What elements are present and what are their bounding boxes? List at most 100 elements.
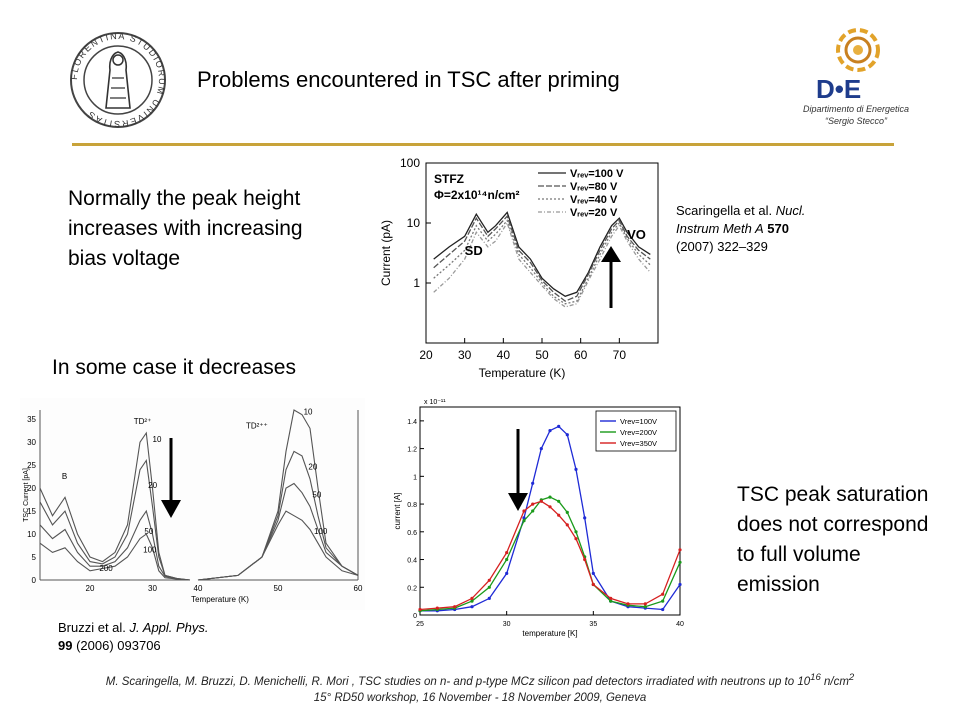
y-tick-label: 1.2 <box>407 447 417 454</box>
data-point <box>522 519 526 523</box>
annotation-right-20: 20 <box>308 463 317 472</box>
data-point <box>531 509 535 513</box>
y-tick-label: 0.8 <box>407 502 417 509</box>
annotation-left-50: 50 <box>144 527 153 536</box>
x-tick-label: 70 <box>613 348 627 362</box>
series-line <box>39 459 191 581</box>
x-tick-label: 30 <box>458 348 472 362</box>
data-point <box>539 499 543 503</box>
sun-spiral-icon <box>836 28 880 72</box>
chart-mcz-tsc: 0 0.2 0.4 0.6 0.8 1 1.2 1.4 25 30 35 40 x 10⁻¹¹ tempe… <box>393 399 684 638</box>
x-tick-label: 30 <box>148 584 157 593</box>
data-point <box>583 557 587 562</box>
data-point <box>574 467 578 471</box>
data-point <box>557 513 561 517</box>
y-exponent: x 10⁻¹¹ <box>424 399 446 406</box>
series-line <box>420 425 681 612</box>
ref2-rest: (2006) 093706 <box>76 638 161 653</box>
y-axis-label: TSC Current [pA] <box>23 468 30 522</box>
x-tick-label: 35 <box>589 621 597 628</box>
data-point <box>565 523 569 527</box>
data-point <box>557 424 561 428</box>
data-point <box>678 560 682 564</box>
arrow-down-icon <box>508 429 528 511</box>
ref1-volume: 570 <box>767 221 789 236</box>
y-tick-label: 1.4 <box>407 419 417 426</box>
statement-decrease: In some case it decreases <box>52 356 296 379</box>
ref1-journal: Nucl. Instrum Meth A <box>676 203 806 236</box>
data-point <box>626 602 630 606</box>
data-point <box>548 495 552 499</box>
chart-stfz-tsc: 100 10 1 20 30 40 50 60 70 Temperature (K) Current… <box>379 156 659 380</box>
data-point <box>435 606 439 610</box>
annotation-right-10: 10 <box>304 408 313 417</box>
annotation-stfz: STFZ <box>434 172 464 186</box>
series-line <box>419 500 681 611</box>
de-logo-line2: “Sergio Stecco” <box>825 116 888 126</box>
slide-title: Problems encountered in TSC after primin… <box>197 67 620 92</box>
arrow-up-icon <box>601 246 621 308</box>
reference-scaringella: Scaringella et al. Nucl. Instrum Meth A … <box>676 202 826 256</box>
data-point <box>643 602 647 606</box>
y-tick-label: 30 <box>27 438 36 447</box>
data-point <box>661 599 665 603</box>
data-point <box>470 599 474 603</box>
y-tick-label: 10 <box>27 530 36 539</box>
footer-line1-sup2: 2 <box>848 672 855 683</box>
series-line <box>39 533 191 581</box>
legend-label: Vrev=200V <box>620 428 657 437</box>
y-tick-label: 0.6 <box>407 530 417 537</box>
y-tick-label: 100 <box>400 156 420 170</box>
data-point <box>591 571 595 575</box>
data-point <box>548 505 552 509</box>
series-line <box>197 510 359 581</box>
y-tick-label: 5 <box>32 553 37 562</box>
data-point <box>470 596 474 600</box>
y-tick-label: 35 <box>27 415 36 424</box>
data-point <box>583 516 587 520</box>
annotation-left-10: 10 <box>153 435 162 444</box>
unifi-seal-logo: FLORENTINA STUDIORUM UNIVERSITAS <box>69 31 166 129</box>
data-point <box>487 585 491 589</box>
x-tick-label: 60 <box>574 348 588 362</box>
data-point <box>609 596 613 600</box>
reference-bruzzi: Bruzzi et al. J. Appl. Phys. 99 (2006) 09… <box>58 619 258 655</box>
x-tick-label: 50 <box>535 348 549 362</box>
annotation-right-100: 100 <box>314 527 328 536</box>
y-tick-label: 0.2 <box>407 585 417 592</box>
y-tick-label: 1 <box>413 474 417 481</box>
annotation-fluence: Φ=2x10¹⁴n/cm² <box>434 188 520 202</box>
x-axis-label: Temperature (K) <box>191 595 249 604</box>
x-tick-label: 60 <box>354 584 363 593</box>
data-point <box>678 548 682 552</box>
legend-label: Vᵣₑᵥ=100 V <box>570 168 624 180</box>
data-point <box>565 433 569 437</box>
data-point <box>539 447 543 451</box>
data-point <box>522 509 526 513</box>
legend-box <box>595 410 677 452</box>
legend-label: Vᵣₑᵥ=80 V <box>570 181 618 193</box>
annotation-right-50: 50 <box>312 490 321 499</box>
y-axis-label: Current (pA) <box>379 220 393 286</box>
ref2-authors: Bruzzi et al. <box>58 620 130 635</box>
series-line <box>433 211 651 298</box>
data-point <box>548 429 552 433</box>
y-tick-label: 20 <box>27 484 36 493</box>
data-point <box>505 571 509 575</box>
y-tick-label: 0 <box>32 576 37 585</box>
series-line <box>433 219 651 305</box>
footer-line1-text: M. Scaringella, M. Bruzzi, D. Menichelli… <box>105 675 811 688</box>
legend-label: Vrev=100V <box>620 417 657 426</box>
data-point <box>678 582 682 587</box>
de-logo-mark: D•E <box>816 74 861 104</box>
data-point <box>487 578 491 582</box>
ref1-rest: (2007) 322–329 <box>676 239 768 254</box>
x-tick-label: 20 <box>419 348 433 362</box>
legend-label: Vrev=350V <box>620 439 657 448</box>
y-tick-label: 1 <box>413 276 420 290</box>
y-tick-label: 0 <box>413 613 417 620</box>
ref2-volume: 99 <box>58 638 73 653</box>
annotation-sd: SD <box>465 243 483 258</box>
data-point <box>453 605 457 609</box>
data-point <box>522 516 526 520</box>
